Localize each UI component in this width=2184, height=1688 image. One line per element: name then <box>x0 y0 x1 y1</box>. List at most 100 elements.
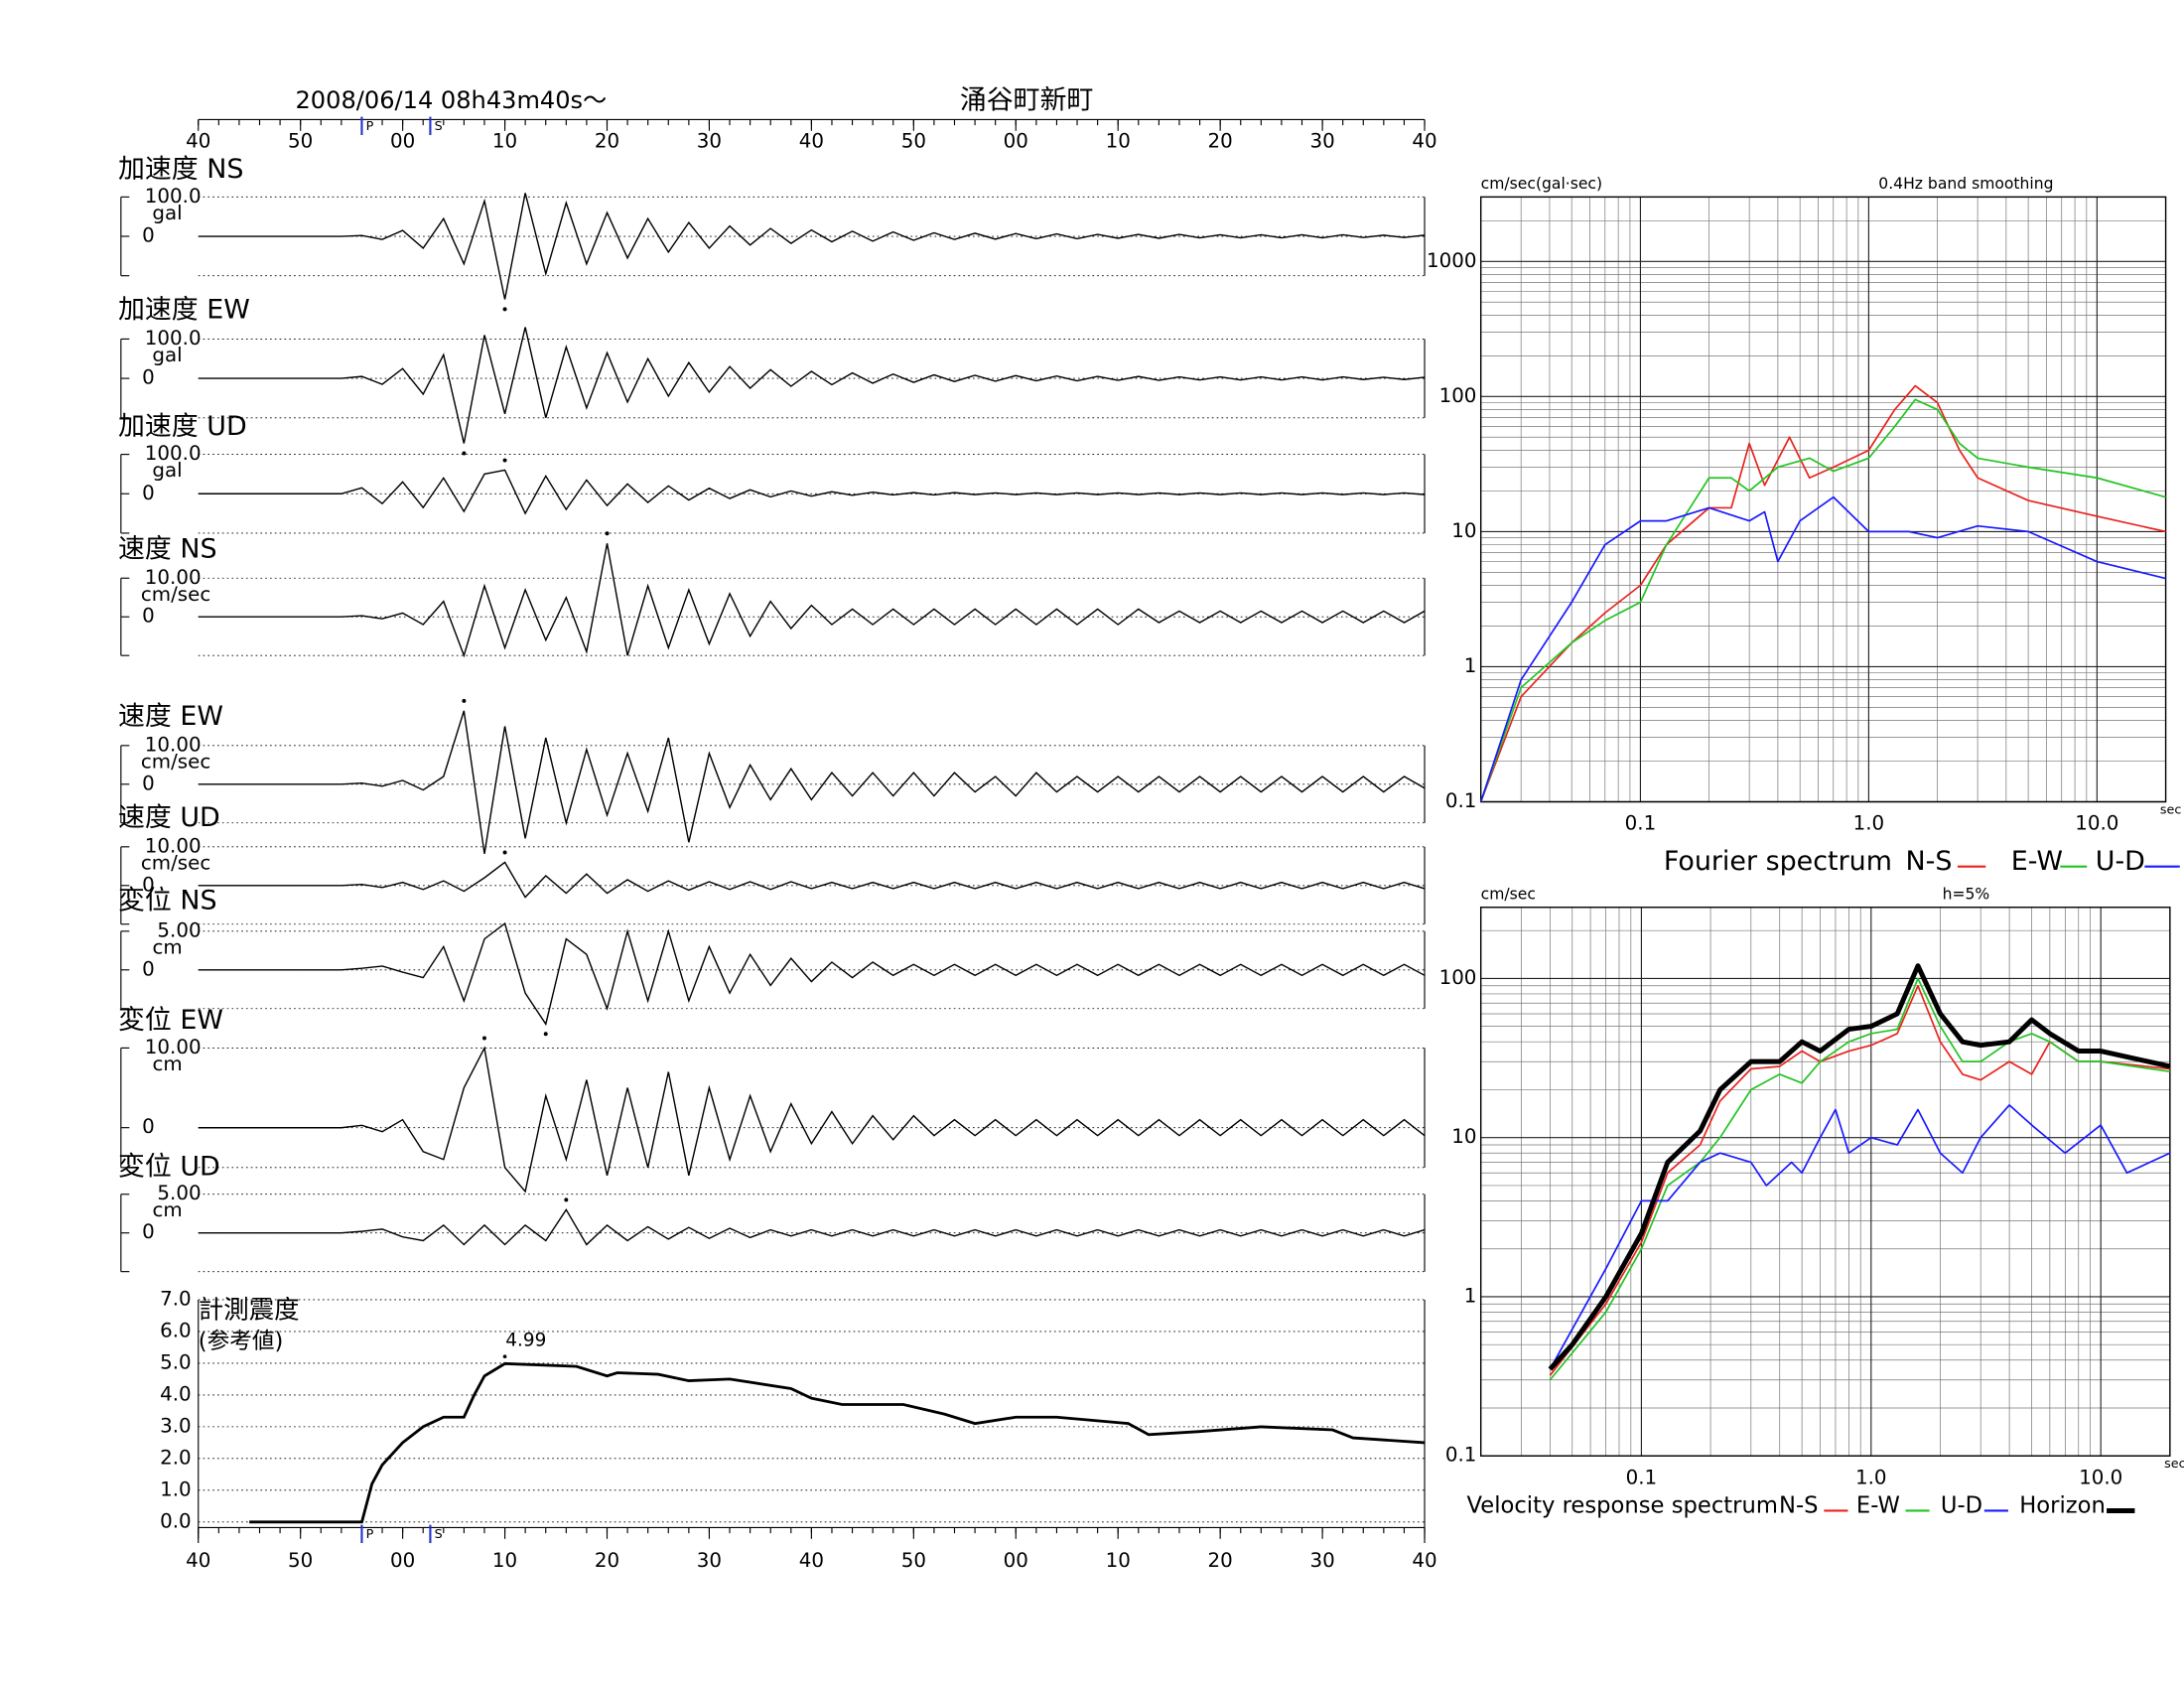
spectrum-line <box>1479 495 2166 802</box>
y-tick-label: 0 <box>142 366 155 389</box>
y-tick-label: 3.0 <box>160 1414 192 1437</box>
peak-dot <box>502 1354 507 1359</box>
y-tick-label: 1.0 <box>160 1477 192 1500</box>
x-tick-label: 50 <box>288 130 313 153</box>
plot-frame <box>1479 907 2171 1457</box>
spectrum-line <box>1549 977 2170 1381</box>
y-tick-label: 10 <box>1451 1125 1476 1148</box>
y-tick-label: 100 <box>1439 384 1477 407</box>
y-tick-label: 0.0 <box>160 1509 192 1532</box>
x-axis-label: sec <box>2164 1457 2184 1472</box>
chart-note: h=5% <box>1943 885 1990 903</box>
y-tick-label: 10.00 <box>145 733 202 756</box>
unit-label: gal <box>152 459 182 482</box>
unit-label: cm <box>152 1198 182 1221</box>
waveform-trace <box>198 327 1426 444</box>
y-tick-label: 0 <box>142 1220 155 1243</box>
panel-subtitle: (参考値) <box>199 1329 284 1354</box>
y-tick-label: 100.0 <box>145 327 202 350</box>
waveform-trace <box>198 193 1426 300</box>
waveform-trace <box>198 861 1426 899</box>
plot-frame <box>1479 196 2167 803</box>
unit-label: cm/sec <box>141 583 210 606</box>
unit-label: cm/sec <box>141 750 210 773</box>
y-tick-label: 10.00 <box>145 1036 202 1058</box>
peak-dot <box>502 458 507 463</box>
y-tick-label: 0 <box>142 1115 155 1138</box>
spectrum-line <box>1548 963 2171 1371</box>
phase-label: S <box>435 1527 443 1542</box>
legend-title: Fourier spectrum <box>1664 846 1892 877</box>
x-tick-label: 20 <box>1208 130 1233 153</box>
y-tick-label: 4.0 <box>160 1382 192 1405</box>
y-tick-label: 100.0 <box>145 185 202 208</box>
x-tick-label: 30 <box>697 130 722 153</box>
phase-label: P <box>366 1527 374 1542</box>
y-tick-label: 0 <box>142 957 155 980</box>
y-tick-label: 5.00 <box>157 918 201 941</box>
peak-label: 4.99 <box>505 1331 546 1351</box>
x-tick-label: 40 <box>186 1549 210 1572</box>
x-tick-label: 20 <box>1208 1549 1233 1572</box>
x-tick-label: 40 <box>799 130 824 153</box>
y-tick-label: 10 <box>1451 519 1476 542</box>
waveform-trace <box>198 710 1426 855</box>
x-tick-label: 30 <box>1309 1549 1334 1572</box>
panel-title: 速度 NS <box>118 533 217 564</box>
waveform-trace <box>198 1046 1426 1194</box>
peak-dot <box>543 1032 548 1037</box>
x-tick-label: 40 <box>1412 1549 1436 1572</box>
panel-title: 変位 EW <box>118 1005 223 1036</box>
x-tick-label: 50 <box>901 130 926 153</box>
legend-label: U-D <box>2096 846 2145 877</box>
y-tick-label: 10.00 <box>145 834 202 857</box>
legend-label: Horizon <box>2019 1493 2106 1519</box>
y-tick-label: 7.0 <box>160 1287 192 1310</box>
unit-label: gal <box>152 202 182 224</box>
spectrum-line <box>1549 984 2170 1376</box>
x-tick-label: 10 <box>492 1549 517 1572</box>
y-tick-label: 0.1 <box>1445 789 1477 812</box>
x-tick-label: 10 <box>492 130 517 153</box>
y-tick-label: 6.0 <box>160 1319 192 1341</box>
unit-label: cm <box>152 935 182 958</box>
x-tick-label: 00 <box>1004 130 1028 153</box>
spectrum-line <box>1479 384 2166 802</box>
peak-dot <box>502 850 507 855</box>
peak-dot <box>481 1036 486 1041</box>
x-tick-label: 20 <box>595 1549 619 1572</box>
legend-label: E-W <box>2011 846 2063 877</box>
y-axis-label: cm/sec <box>1481 885 1536 903</box>
x-tick-label: 1.0 <box>1853 812 1885 835</box>
legend-label: U-D <box>1941 1493 1982 1519</box>
unit-label: cm <box>152 1053 182 1075</box>
x-tick-label: 10.0 <box>2075 812 2118 835</box>
x-tick-label: 20 <box>595 130 619 153</box>
y-tick-label: 1000 <box>1427 249 1476 272</box>
spectrum-line <box>1549 1104 2171 1370</box>
legend-label: E-W <box>1856 1493 1900 1519</box>
y-tick-label: 0.1 <box>1445 1444 1477 1467</box>
panel-title: 加速度 NS <box>118 154 243 185</box>
peak-dot <box>462 698 467 703</box>
y-tick-label: 5.00 <box>157 1182 201 1204</box>
record-datetime: 2008/06/14 08h43m40s〜 <box>295 86 607 114</box>
panel-title: 速度 UD <box>118 802 220 833</box>
phase-label: S <box>435 119 443 134</box>
x-tick-label: 1.0 <box>1855 1466 1887 1488</box>
y-tick-label: 0 <box>142 224 155 247</box>
x-tick-label: 50 <box>901 1549 926 1572</box>
panel-title: 変位 NS <box>118 886 217 916</box>
x-tick-label: 0.1 <box>1625 812 1657 835</box>
unit-label: gal <box>152 344 182 366</box>
unit-label: cm/sec <box>141 851 210 874</box>
legend-label: N-S <box>1779 1493 1819 1519</box>
chart-note: 0.4Hz band smoothing <box>1878 175 2053 193</box>
panel-title: 加速度 UD <box>118 411 247 442</box>
x-tick-label: 00 <box>390 1549 415 1572</box>
y-tick-label: 5.0 <box>160 1350 192 1373</box>
y-tick-label: 0 <box>142 772 155 794</box>
spectrum-line <box>1479 398 2166 802</box>
legend-label: N-S <box>1906 846 1953 877</box>
